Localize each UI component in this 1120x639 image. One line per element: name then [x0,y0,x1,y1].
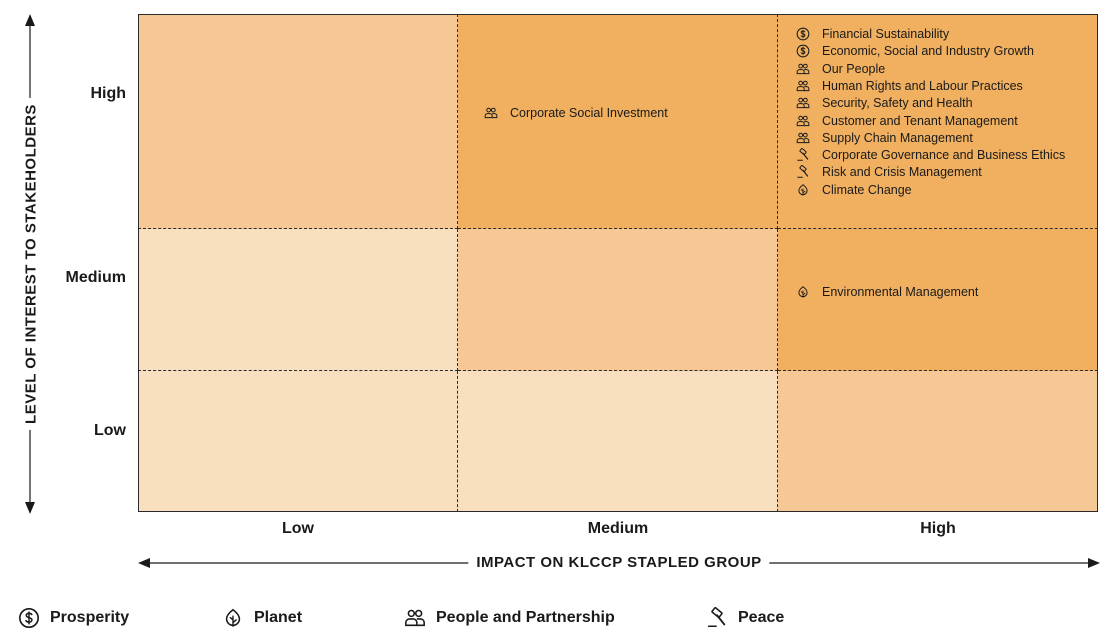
topic-item: Security, Safety and Health [796,96,973,110]
topic-item: Our People [796,62,885,76]
topic-label: Corporate Social Investment [510,106,668,120]
y-tick-high: High [90,85,126,102]
topic-label: Customer and Tenant Management [822,113,1018,128]
topic-label: Economic, Social and Industry Growth [822,44,1034,59]
topic-item: Customer and Tenant Management [796,114,1018,128]
topic-item: Climate Change [796,183,912,197]
dollar-icon [18,607,40,629]
topic-label: Risk and Crisis Management [822,165,982,180]
leaf-icon [222,607,244,629]
topic-label: Environmental Management [822,285,979,299]
matrix-cell-low-interest-high-impact [778,371,1098,512]
topic-label: Financial Sustainability [822,27,950,41]
topic-item: Corporate Social Investment [484,106,668,120]
legend-label: Prosperity [50,609,130,626]
topic-label: Climate Change [822,182,912,197]
x-tick-high: High [920,520,956,537]
dollar-icon [796,27,810,41]
topic-item: Risk and Crisis Management [796,165,982,179]
x-axis-arrow: IMPACT ON KLCCP STAPLED GROUP [138,552,1100,574]
topic-label: Our People [822,61,886,76]
y-axis-title: LEVEL OF INTEREST TO STAKEHOLDERS [22,98,40,430]
people-icon [484,106,498,120]
dollar-icon [796,44,810,58]
topic-label: Security, Safety and Health [822,96,973,111]
gavel-icon [796,148,810,162]
legend-people-and-partnership: People and Partnership [404,607,615,629]
x-axis-title: IMPACT ON KLCCP STAPLED GROUP [468,552,770,574]
topic-item: Human Rights and Labour Practices [796,79,1023,93]
topic-item: Corporate Governance and Business Ethics [796,148,1065,162]
matrix-cell-medium-interest-low-impact [138,229,458,371]
matrix-cell-medium-interest-medium-impact [458,229,778,371]
legend-planet: Planet [222,607,302,629]
materiality-matrix: Environmental Management Financial Sustai… [138,14,1098,512]
people-icon [796,131,810,145]
leaf-icon [796,285,810,299]
topic-item: Financial Sustainability [796,27,949,41]
leaf-icon [796,183,810,197]
topic-item: Economic, Social and Industry Growth [796,44,1034,58]
matrix-cell-high-interest-medium-impact: Corporate Social Investment [458,14,778,229]
people-icon [796,62,810,76]
legend-prosperity: Prosperity [18,607,129,629]
legend-peace: Peace [706,607,784,629]
gavel-icon [706,607,728,629]
y-tick-low: Low [94,422,126,439]
people-icon [404,607,426,629]
matrix-cell-medium-interest-high-impact: Environmental Management [778,229,1098,371]
people-icon [796,79,810,93]
topic-label: Corporate Governance and Business Ethics [822,148,1066,163]
matrix-cell-high-interest-low-impact [138,14,458,229]
x-tick-low: Low [282,520,314,537]
people-icon [796,114,810,128]
topic-label: Supply Chain Management [822,130,973,145]
topic-label: Human Rights and Labour Practices [822,78,1023,93]
legend-label: Peace [738,609,785,626]
matrix-cell-high-interest-high-impact: Financial Sustainability Economic, Social… [778,14,1098,229]
topic-item: Environmental Management [796,285,978,299]
matrix-cell-low-interest-low-impact [138,371,458,512]
legend-label: People and Partnership [436,609,615,626]
people-icon [796,96,810,110]
matrix-cell-low-interest-medium-impact [458,371,778,512]
legend-label: Planet [254,609,303,626]
x-tick-medium: Medium [587,520,649,537]
gavel-icon [796,165,810,179]
y-tick-medium: Medium [65,269,126,286]
topic-item: Supply Chain Management [796,131,973,145]
